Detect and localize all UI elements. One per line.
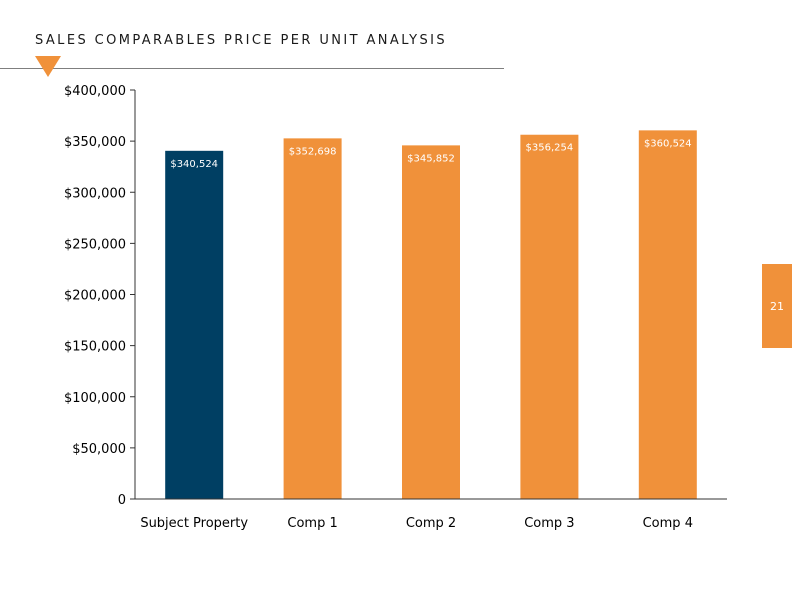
y-tick-label: $300,000 <box>64 186 126 201</box>
x-category-label: Comp 3 <box>524 516 574 531</box>
bar <box>520 134 579 499</box>
y-tick-label: $100,000 <box>64 391 126 406</box>
data-label: $340,524 <box>170 159 218 170</box>
x-category-label: Subject Property <box>140 516 248 531</box>
x-category-label: Comp 1 <box>287 516 337 531</box>
y-tick-label: 0 <box>118 493 126 508</box>
bar <box>165 150 224 499</box>
data-label: $356,254 <box>526 143 574 154</box>
x-category-label: Comp 4 <box>643 516 693 531</box>
bar <box>283 138 342 499</box>
bar <box>402 145 460 499</box>
data-label: $352,698 <box>289 146 337 157</box>
y-tick-label: $400,000 <box>64 84 126 99</box>
y-tick-label: $150,000 <box>64 340 126 355</box>
data-label: $345,852 <box>407 153 455 164</box>
bar <box>638 130 697 500</box>
y-tick-label: $200,000 <box>64 289 126 304</box>
data-label: $360,524 <box>644 138 692 149</box>
x-category-label: Comp 2 <box>406 516 456 531</box>
title-marker-triangle-icon <box>35 56 61 77</box>
y-tick-label: $350,000 <box>64 135 126 150</box>
page-number-tab: 21 <box>762 264 792 348</box>
title-rule <box>0 68 504 69</box>
y-tick-label: $250,000 <box>64 237 126 252</box>
page-title: SALES COMPARABLES PRICE PER UNIT ANALYSI… <box>35 33 448 48</box>
y-tick-label: $50,000 <box>72 442 126 457</box>
